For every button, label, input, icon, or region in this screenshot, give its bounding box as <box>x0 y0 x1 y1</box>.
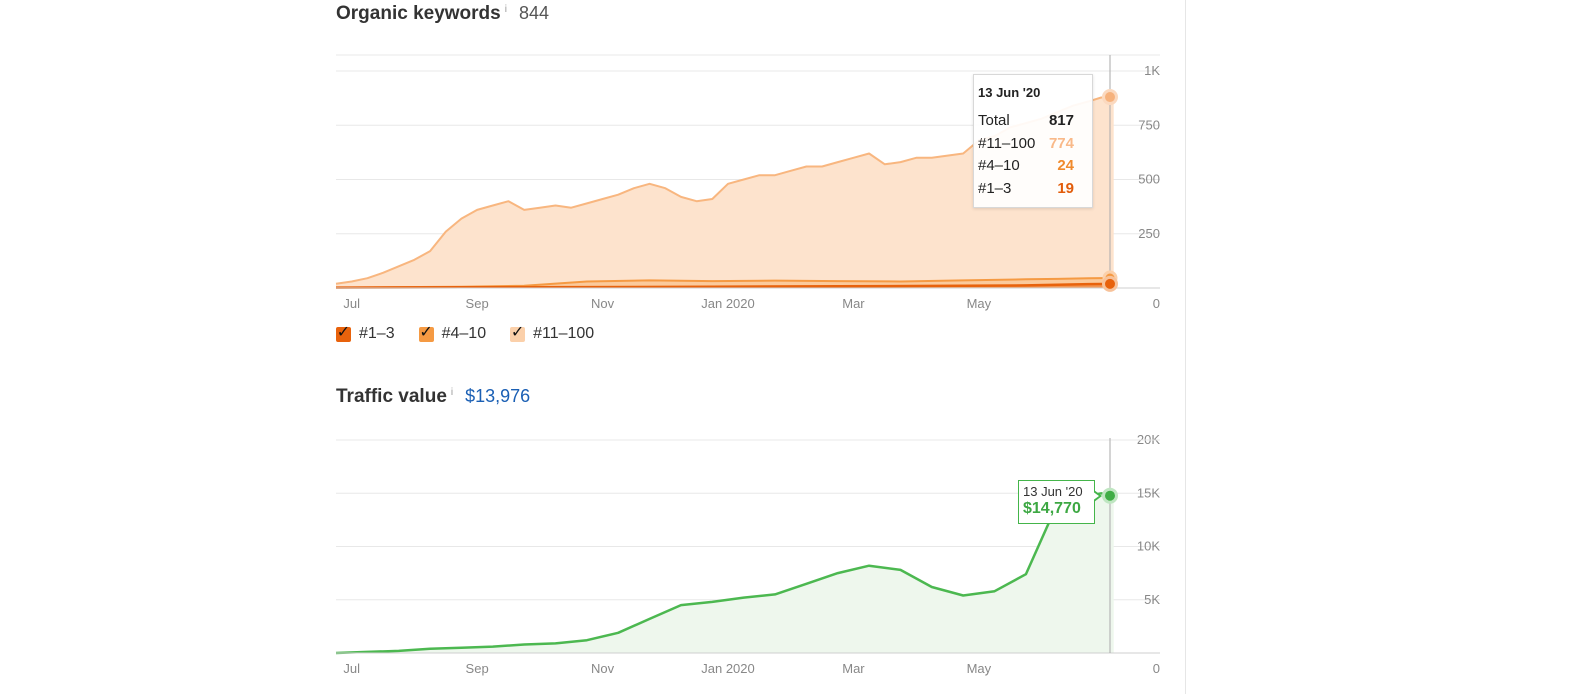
y-tick-label: 15K <box>1137 485 1160 500</box>
tooltip-row-value: 817 <box>1048 112 1074 129</box>
info-icon[interactable]: i <box>504 4 507 15</box>
traffic-value-title: Traffic value <box>336 386 447 407</box>
traffic-value-header: Traffic value i $13,976 <box>336 386 530 408</box>
x-tick-label: Jul <box>343 296 360 311</box>
legend-item[interactable]: ✓ #4–10 <box>418 324 487 343</box>
series-line <box>335 492 1114 655</box>
organic-keywords-title: Organic keywords <box>336 3 501 24</box>
tooltip-row: #1–3 19 <box>978 180 1088 203</box>
legend-label: #11–100 <box>533 325 595 342</box>
organic-keywords-legend: ✓ #1–3 ✓ #4–10 ✓ #11–100 <box>336 325 594 343</box>
tooltip-row-label: Total <box>978 112 1010 129</box>
tooltip-date: 13 Jun '20 <box>978 85 1041 100</box>
x-tick-label: Sep <box>466 661 489 676</box>
tooltip-row-label: #4–10 <box>978 157 1020 174</box>
info-icon[interactable]: i <box>450 387 454 398</box>
y-tick-label: 1K <box>1144 63 1160 78</box>
series-area <box>336 493 1114 653</box>
tooltip-row-value: 774 <box>1048 134 1074 152</box>
tooltip-row: Total 817 <box>978 112 1088 135</box>
hover-dot <box>1102 487 1118 504</box>
tooltip-row-label: #1–3 <box>978 179 1012 197</box>
hover-dot-11-100 <box>1102 89 1118 106</box>
organic-keywords-total: 844 <box>518 3 550 23</box>
tooltip-row-label: #11–100 <box>978 134 1036 152</box>
tooltip-row-value: 24 <box>1057 157 1074 174</box>
x-tick-label: May <box>967 661 992 676</box>
tooltip-arrow <box>1092 490 1102 502</box>
x-tick-label: Mar <box>842 661 865 676</box>
tooltip-row-value: 19 <box>1057 179 1074 197</box>
tooltip-row: #4–10 24 <box>978 157 1088 180</box>
series-line <box>335 282 1114 289</box>
organic-keywords-chart[interactable]: 0 250 500 750 1K Jul Sep Nov Jan 2020 Mar May <box>0 0 1595 320</box>
x-tick-label: Sep <box>466 296 489 311</box>
x-tick-label: Nov <box>591 296 615 311</box>
x-tick-label: Jan 2020 <box>701 296 755 311</box>
checkmark-icon: ✓ <box>510 324 525 341</box>
legend-item[interactable]: ✓ #1–3 <box>336 325 395 343</box>
x-tick-label: Mar <box>842 296 865 311</box>
x-tick-label: Jan 2020 <box>701 661 755 676</box>
y-tick-label: 0 <box>1153 661 1160 676</box>
tooltip-date: 13 Jun '20 <box>1023 484 1083 499</box>
legend-label: #4–10 <box>441 325 487 342</box>
traffic-value-total: $13,976 <box>465 386 531 406</box>
x-tick-label: Jul <box>343 661 360 676</box>
legend-item[interactable]: ✓ #11–100 <box>510 325 594 343</box>
organic-keywords-tooltip: 13 Jun '20 Total 817 #11–100 774 #4–10 24 #1–3… <box>973 74 1093 208</box>
traffic-value-tooltip: 13 Jun '20 $14,770 <box>1018 480 1102 524</box>
checkmark-icon: ✓ <box>419 324 433 341</box>
series-area <box>336 97 1114 288</box>
y-tick-label: 5K <box>1144 592 1160 607</box>
organic-keywords-header: Organic keywords i 844 <box>336 3 549 25</box>
x-tick-label: Nov <box>591 661 615 676</box>
hover-dot-1-3 <box>1102 275 1118 292</box>
x-tick-label: May <box>967 296 992 311</box>
legend-checkbox[interactable]: ✓ <box>510 324 526 342</box>
legend-checkbox[interactable]: ✓ <box>418 324 434 342</box>
y-tick-label: 250 <box>1138 226 1160 241</box>
legend-checkbox[interactable]: ✓ <box>336 324 351 342</box>
y-tick-label: 750 <box>1138 117 1160 132</box>
legend-label: #1–3 <box>359 325 395 342</box>
tooltip-row: #11–100 774 <box>978 135 1088 158</box>
y-tick-label: 0 <box>1153 296 1160 311</box>
right-divider <box>1185 0 1186 694</box>
tooltip-value: $14,770 <box>1023 500 1081 517</box>
y-tick-label: 10K <box>1137 539 1160 554</box>
y-tick-label: 500 <box>1138 172 1160 187</box>
checkmark-icon: ✓ <box>336 324 351 341</box>
tooltip-rows: Total 817 #11–100 774 #4–10 24 #1–3 19 <box>978 112 1088 202</box>
